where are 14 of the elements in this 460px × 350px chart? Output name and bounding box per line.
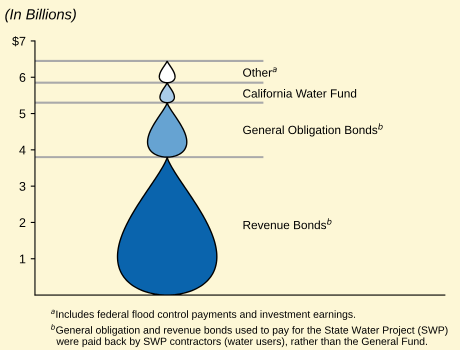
text: $^{a}$Includes federal flood control payments and investment earnings. — [51, 310, 356, 320]
chart-title: (In Billions) — [5, 8, 76, 22]
y-tick-label: 2 — [20, 218, 26, 227]
text: General Obligation Bonds$^{b}$ — [243, 123, 383, 136]
text: Revenue Bonds$^{b}$ — [244, 218, 332, 230]
text: $^{b}$General obligation and revenue bonds used to pay for the State Water Project (SWP) were paid back by SWP contractors (water users), rather than the General Fund. — [50, 324, 448, 348]
y-tick-label: 1 — [20, 254, 26, 264]
text: California Water Fund — [243, 88, 356, 98]
y-tick-label: 6 — [20, 73, 26, 82]
y-tick-label: $7 — [12, 36, 26, 46]
y-tick-label: 3 — [19, 182, 26, 191]
text: Other$^{a}$ — [243, 67, 277, 77]
y-tick-label: 4 — [19, 146, 26, 154]
y-tick-label: 5 — [19, 109, 26, 118]
